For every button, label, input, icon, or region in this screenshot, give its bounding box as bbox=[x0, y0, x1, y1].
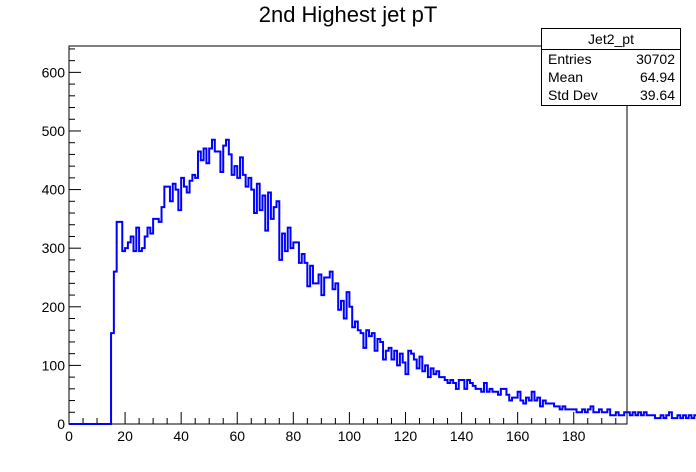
x-tick-label: 40 bbox=[173, 428, 189, 444]
y-tick-label: 600 bbox=[42, 64, 66, 80]
x-tick-label: 80 bbox=[286, 428, 302, 444]
x-tick-label: 180 bbox=[562, 428, 586, 444]
stats-row-mean: Mean 64.94 bbox=[542, 68, 680, 86]
stats-mean-value: 64.94 bbox=[639, 69, 675, 85]
x-tick-label: 140 bbox=[450, 428, 474, 444]
chart-title: 2nd Highest jet pT bbox=[258, 2, 438, 27]
y-tick-label: 300 bbox=[42, 240, 66, 256]
stats-row-stddev: Std Dev 39.64 bbox=[542, 86, 680, 104]
axes bbox=[68, 45, 628, 425]
y-tick-label: 100 bbox=[42, 357, 66, 373]
x-tick-label: 160 bbox=[506, 428, 530, 444]
histogram-series-line bbox=[69, 138, 696, 425]
y-tick-label: 0 bbox=[57, 416, 65, 432]
y-tick-label: 500 bbox=[42, 123, 66, 139]
x-tick-label: 120 bbox=[394, 428, 418, 444]
stats-entries-value: 30702 bbox=[636, 51, 675, 67]
plot-frame bbox=[68, 45, 628, 425]
stats-box-name: Jet2_pt bbox=[542, 29, 680, 50]
stats-box: Jet2_pt Entries 30702 Mean 64.94 Std Dev… bbox=[541, 28, 681, 106]
stats-entries-label: Entries bbox=[548, 51, 592, 67]
x-tick-label: 60 bbox=[229, 428, 245, 444]
y-tick-label: 400 bbox=[42, 182, 66, 198]
x-tick-label: 0 bbox=[65, 428, 73, 444]
stats-row-entries: Entries 30702 bbox=[542, 50, 680, 68]
stats-stddev-label: Std Dev bbox=[548, 87, 598, 103]
tick-labels: 0 20 40 60 80 100 120 140 160 180 0 100 200 300 400 500… bbox=[42, 64, 586, 444]
y-tick-label: 200 bbox=[42, 299, 66, 315]
stats-stddev-value: 39.64 bbox=[639, 87, 675, 103]
tick-marks bbox=[68, 48, 617, 425]
x-tick-label: 20 bbox=[117, 428, 133, 444]
x-tick-label: 100 bbox=[338, 428, 362, 444]
stats-mean-label: Mean bbox=[548, 69, 584, 85]
